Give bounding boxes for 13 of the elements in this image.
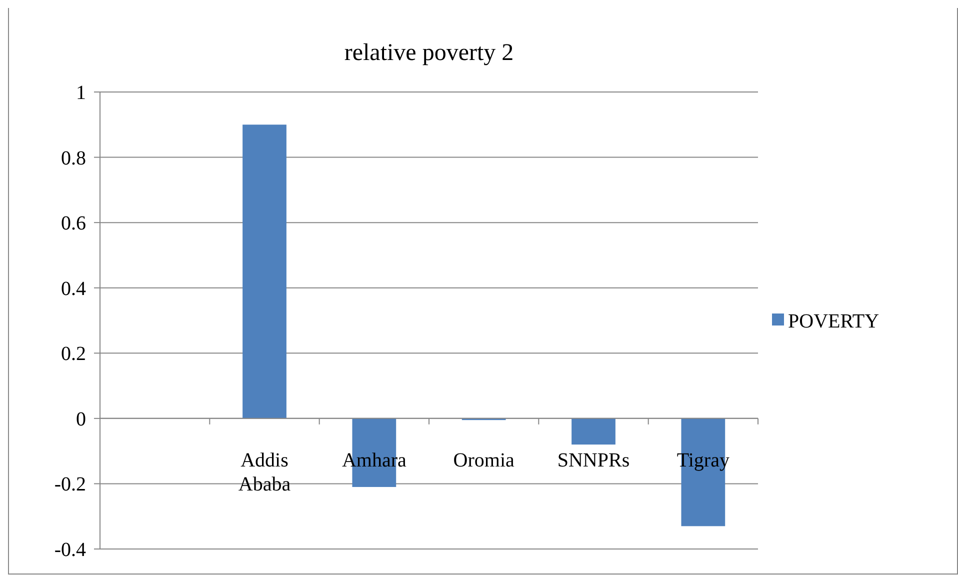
- y-tick-label: 0: [76, 408, 86, 430]
- x-tick-label: SNNPRs: [557, 449, 630, 472]
- chart-title: relative poverty 2: [344, 40, 514, 66]
- x-tick-label: Addis Ababa: [238, 449, 291, 496]
- y-tick-label: 0.8: [61, 147, 86, 170]
- y-tick-label: -0.4: [54, 539, 86, 561]
- legend-label: POVERTY: [788, 310, 880, 332]
- y-tick-label: 0.2: [61, 343, 86, 366]
- y-tick-label: 0.4: [61, 278, 86, 300]
- y-tick-label: 1: [76, 82, 86, 104]
- x-tick-label: Oromia: [453, 449, 515, 472]
- y-tick-label: -0.2: [54, 474, 86, 496]
- y-tick-label: 0.6: [61, 212, 86, 235]
